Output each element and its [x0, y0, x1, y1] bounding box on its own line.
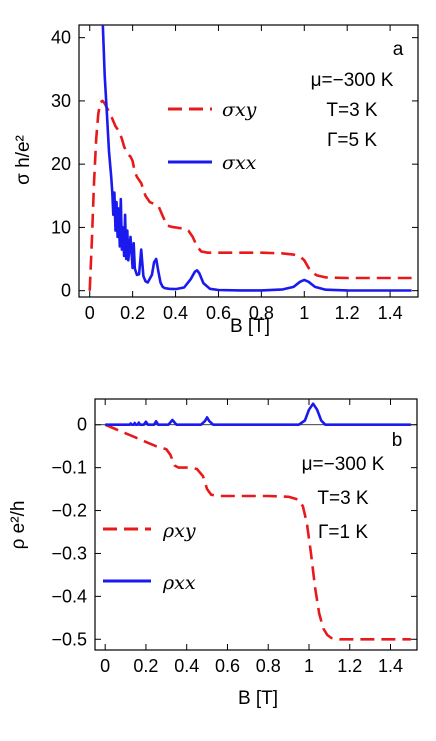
panel-b-x-tick-label: 1: [304, 656, 314, 676]
panel-a-y-tick-label: 40: [51, 28, 71, 48]
panel-b-legend: ρxy ρxx: [103, 520, 196, 594]
panel-b-legend-rho-xy-label: ρxy: [162, 520, 196, 542]
panel-a-y-tick-label: 30: [51, 91, 71, 111]
panel-a-legend: σxy σxx: [168, 99, 257, 174]
panel-a-annotation-temperature: T=3 K: [326, 100, 378, 121]
panel-b-y-tick-label: 0: [77, 415, 87, 435]
panel-b-series: [104, 402, 411, 641]
panel-b-y-ticks: 0 −0.1 −0.2 −0.3 −0.4 −0.5: [51, 415, 417, 649]
panel-b-x-tick-label: 0.4: [174, 656, 199, 676]
panel-a-x-tick-label: 0.4: [163, 303, 188, 323]
panel-a-y-tick-label: 10: [51, 217, 71, 237]
panel-a-legend-sigma-xy-label: σxy: [222, 99, 257, 121]
panel-b-legend-rho-xx-label: ρxx: [162, 572, 196, 594]
panel-a-series-solid-line: [101, 25, 412, 292]
panel-a-x-tick-label: 1.2: [335, 303, 360, 323]
panel-b-x-tick-label: 0: [100, 656, 110, 676]
panel-b-y-tick-label: −0.4: [51, 586, 87, 606]
panel-a-annotation-gamma: Γ=5 K: [327, 130, 377, 151]
panel-a-x-ticks: 0 0.2 0.4 0.6 0.8 1 1.2 1.4: [85, 25, 403, 323]
panel-a-x-tick-label: 0.8: [249, 303, 274, 323]
panel-a-x-axis-label: B [T]: [230, 316, 270, 337]
panel-a-x-tick-label: 0.6: [206, 303, 231, 323]
panel-b-x-tick-label: 1.2: [337, 656, 362, 676]
panel-b-y-axis-label: ρ e²/h: [8, 501, 29, 550]
panel-b-y-tick-label: −0.1: [51, 458, 87, 478]
panel-b-x-tick-label: 0.6: [215, 656, 240, 676]
panel-b-x-tick-label: 0.2: [133, 656, 158, 676]
panel-a-y-tick-label: 0: [61, 281, 71, 301]
panel-b-annotation-temperature: T=3 K: [317, 488, 369, 509]
panel-b-plot-frame: [94, 398, 418, 651]
panel-b-y-tick-label: −0.5: [51, 629, 87, 649]
panel-a-legend-sigma-xx-label: σxx: [222, 152, 257, 174]
panel-b-x-axis-label: B [T]: [238, 688, 278, 709]
panel-a-x-tick-label: 1.4: [378, 303, 403, 323]
panel-b-x-ticks: 0 0.2 0.4 0.6 0.8 1 1.2 1.4: [100, 399, 403, 676]
panel-a-x-tick-label: 1: [299, 303, 309, 323]
panel-a-x-tick-label: 0: [85, 303, 95, 323]
panel-b-x-tick-label: 0.8: [256, 656, 281, 676]
panel-a-y-tick-label: 20: [51, 154, 71, 174]
panel-b-series-dashed-line: [104, 423, 411, 641]
panel-a-panel-label: a: [393, 39, 404, 60]
panel-a-y-ticks: 0 10 20 30 40: [51, 28, 418, 301]
panel-b-x-tick-label: 1.4: [378, 656, 403, 676]
panel-b-annotation-mu: μ=−300 K: [302, 454, 385, 475]
panel-b: 0 0.2 0.4 0.6 0.8 1 1.2 1.4 0 −0.1 −0.2 −0.3 −0.4 −0…: [8, 398, 418, 709]
panel-b-y-tick-label: −0.3: [51, 543, 87, 563]
panel-a: 0 0.2 0.4 0.6 0.8 1 1.2 1.4 0 10 20 30 40 B [T] σ h…: [13, 24, 419, 337]
panel-b-annotation-gamma: Γ=1 K: [318, 522, 368, 543]
panel-a-x-tick-label: 0.2: [120, 303, 145, 323]
panel-b-series-solid-line: [105, 402, 411, 427]
panel-a-series: [88, 25, 412, 292]
panel-b-panel-label: b: [392, 430, 403, 451]
panel-a-plot-frame: [78, 24, 419, 298]
panel-a-y-axis-label: σ h/e²: [13, 135, 34, 185]
panel-b-y-tick-label: −0.2: [51, 501, 87, 521]
panel-a-annotation-mu: μ=−300 K: [311, 70, 394, 91]
